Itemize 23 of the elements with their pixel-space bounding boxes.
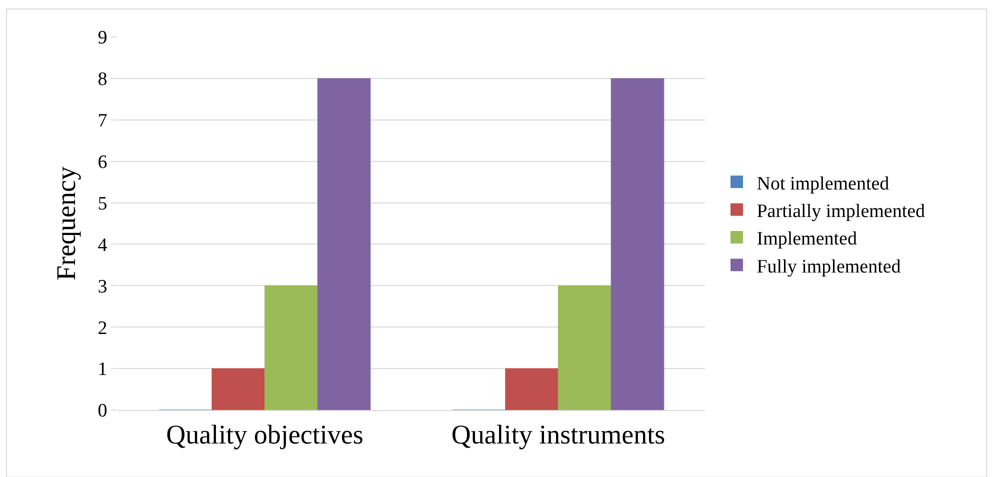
legend-label: Not implemented (756, 173, 890, 194)
bar (317, 78, 371, 410)
y-tick-label: 6 (98, 152, 108, 173)
y-tick-label: 7 (98, 110, 108, 132)
legend-label: Fully implemented (756, 256, 902, 278)
x-tick-label: Quality instruments (451, 419, 666, 450)
y-tick-label: 0 (98, 400, 108, 422)
bar (558, 285, 612, 410)
x-tick-label: Quality objectives (166, 419, 364, 450)
bar (264, 285, 318, 410)
legend-label: Implemented (756, 228, 858, 250)
y-tick-label: 5 (98, 193, 108, 214)
y-tick-label: 3 (98, 276, 108, 298)
legend-label: Partially implemented (756, 200, 926, 222)
y-tick-label: 2 (98, 318, 108, 339)
y-tick-label: 8 (98, 69, 108, 90)
y-axis-title: Frequency (50, 166, 81, 280)
bar (505, 368, 558, 410)
bar (610, 78, 664, 410)
bar (212, 368, 265, 410)
y-tick-label: 4 (98, 234, 108, 256)
y-tick-label: 9 (98, 28, 108, 49)
y-tick-label: 1 (98, 359, 108, 380)
